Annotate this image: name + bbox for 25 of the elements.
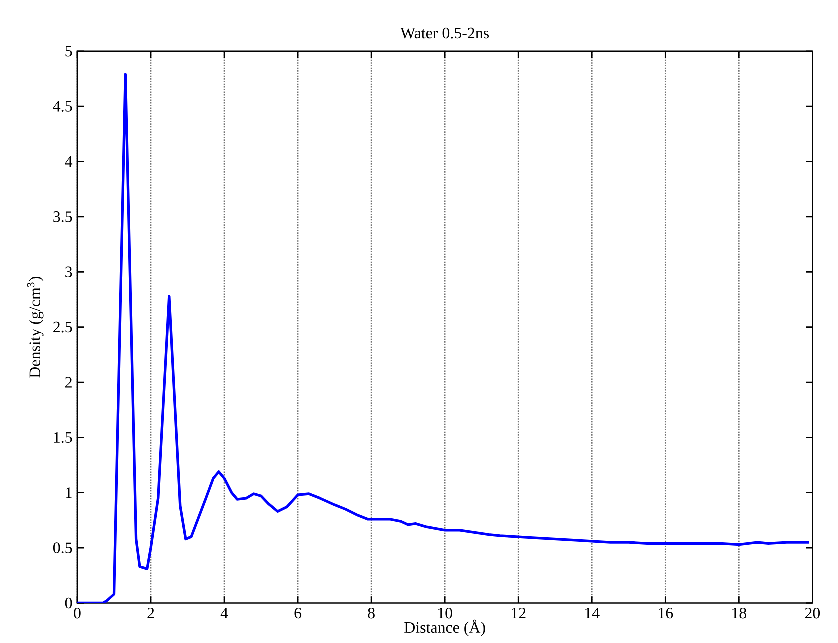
x-tick-label: 2 [148,608,154,619]
x-tick-label: 12 [512,608,526,619]
y-tick-label: 5 [66,46,72,57]
x-tick-label: 6 [294,608,302,619]
y-tick-label: 0 [65,598,72,609]
y-tick-label: 3.5 [54,212,72,222]
x-tick-label: 20 [805,608,820,619]
y-tick-label: 4.5 [53,101,72,112]
y-tick-label: 2.5 [54,322,72,333]
chart-title: Water 0.5-2ns [400,28,490,39]
y-tick-label: 3 [66,266,72,278]
x-tick-label: 18 [732,608,747,619]
x-tick-label: 8 [368,608,375,619]
y-axis-title: Density (g/cm$^{3}$) [27,277,44,378]
x-tick-label: 14 [586,608,600,618]
y-tick-label: 1 [66,488,72,498]
x-tick-label: 4 [220,608,228,618]
x-axis-title: Distance (Å) [404,620,486,636]
y-tick-label: 0.5 [53,542,72,554]
x-tick-label: 16 [659,608,674,619]
x-tick-label: 0 [74,608,81,619]
y-tick-label: 4 [65,156,73,168]
y-tick-label: 2 [66,377,72,388]
y-tick-label: 1.5 [54,432,72,444]
x-tick-label: 10 [438,608,452,619]
